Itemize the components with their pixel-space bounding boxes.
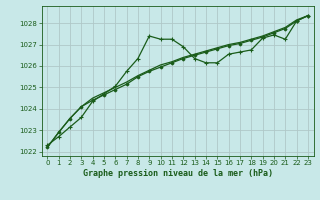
X-axis label: Graphe pression niveau de la mer (hPa): Graphe pression niveau de la mer (hPa) xyxy=(83,169,273,178)
